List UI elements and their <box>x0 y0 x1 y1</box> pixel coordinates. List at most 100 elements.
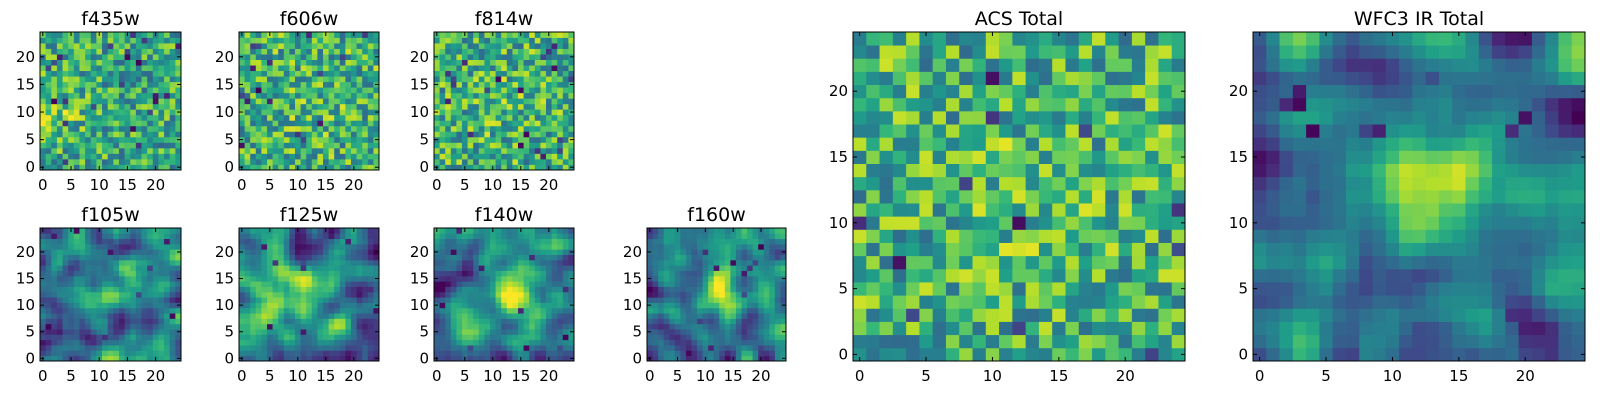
heatmap-cell <box>102 329 109 335</box>
heatmap-cell <box>295 291 301 298</box>
heatmap-cell <box>523 286 530 293</box>
heatmap-cell <box>62 281 69 287</box>
heatmap-cell <box>158 254 165 261</box>
heatmap-cell <box>1131 176 1146 191</box>
heatmap-cell <box>534 131 541 138</box>
heatmap-cell <box>445 142 452 149</box>
heatmap-cell <box>278 114 285 121</box>
heatmap-cell <box>697 286 703 293</box>
heatmap-cell <box>523 54 530 60</box>
heatmap-cell <box>339 243 346 250</box>
heatmap-cell <box>546 350 552 357</box>
heatmap-cell <box>945 176 960 191</box>
heatmap-cell <box>40 265 47 271</box>
heatmap-cell <box>1131 242 1146 257</box>
heatmap-cell <box>674 243 681 250</box>
heatmap-cell <box>289 350 296 357</box>
heatmap-cell <box>534 103 541 110</box>
heatmap-cell <box>439 131 446 138</box>
heatmap-cell <box>853 216 867 230</box>
heatmap-cell <box>45 355 52 362</box>
heatmap-cell <box>158 259 165 266</box>
heatmap-cell <box>473 307 480 314</box>
heatmap-cell <box>289 243 296 250</box>
heatmap-cell <box>450 92 457 99</box>
heatmap-cell <box>306 114 313 121</box>
y-tick-label: 10 <box>16 103 35 121</box>
heatmap-cell <box>261 307 268 314</box>
heatmap-cells <box>40 228 182 362</box>
heatmap-cell <box>1052 203 1066 217</box>
heatmap-cell <box>551 164 558 171</box>
heatmap-cell <box>518 120 524 127</box>
heatmap-cell <box>473 313 480 319</box>
heatmap-cell <box>518 136 524 143</box>
heatmap-cell <box>328 238 335 245</box>
heatmap-cell <box>295 48 301 55</box>
heatmap-cell <box>141 120 148 127</box>
heatmap-cell <box>164 43 171 49</box>
heatmap-cell <box>130 109 137 116</box>
heatmap-cell <box>278 307 285 314</box>
heatmap-cell <box>540 147 547 154</box>
heatmap-cell <box>467 153 474 160</box>
heatmap-cell <box>300 334 307 341</box>
heatmap-cell <box>267 334 273 341</box>
heatmap-cell <box>1092 203 1106 217</box>
heatmap-cell <box>158 142 165 149</box>
heatmap-cell <box>892 176 907 191</box>
heatmap-cell <box>557 120 564 127</box>
heatmap-cell <box>141 281 148 287</box>
heatmap-cell <box>73 254 80 261</box>
heatmap-cell <box>107 339 114 346</box>
heatmap-cell <box>118 281 125 287</box>
heatmap-cell <box>518 350 524 357</box>
heatmap-cell <box>669 265 676 271</box>
heatmap-cell <box>300 297 307 303</box>
heatmap-cell <box>478 109 485 116</box>
heatmap-cell <box>769 243 776 250</box>
heatmap-cell <box>244 291 251 298</box>
heatmap-cell <box>79 92 86 99</box>
heatmap-cell <box>439 345 446 351</box>
heatmap-cell <box>478 350 485 357</box>
heatmap-cell <box>339 302 346 309</box>
heatmap-cell <box>306 109 313 116</box>
heatmap-cell <box>141 313 148 319</box>
heatmap-cell <box>562 136 569 143</box>
heatmap-cell <box>669 302 676 309</box>
heatmap-cell <box>306 147 313 154</box>
heatmap-cell <box>562 318 569 325</box>
heatmap-cell <box>118 313 125 319</box>
heatmap-cell <box>118 109 125 116</box>
heatmap-cell <box>40 59 47 66</box>
heatmap-cell <box>518 249 524 255</box>
heatmap-cell <box>56 98 63 105</box>
heatmap-cell <box>147 125 154 132</box>
heatmap-cell <box>1158 189 1173 204</box>
heatmap-cell <box>959 163 973 178</box>
heatmap-cell <box>1025 203 1040 217</box>
heatmap-cell <box>152 307 159 314</box>
heatmap-cell <box>551 265 558 271</box>
heatmap-cell <box>467 142 474 149</box>
heatmap-cell <box>51 243 58 250</box>
heatmap-cell <box>892 268 907 283</box>
heatmap-cell <box>244 76 251 83</box>
panel-title: ACS Total <box>975 8 1063 30</box>
heatmap-cell <box>529 37 536 44</box>
heatmap-cell <box>40 37 47 44</box>
heatmap-cell <box>272 350 279 357</box>
heatmap-cell <box>289 307 296 314</box>
heatmap-cell <box>118 355 125 362</box>
heatmap-cell <box>158 125 165 132</box>
heatmap-cell <box>546 270 552 277</box>
heatmap-cell <box>1092 282 1106 296</box>
heatmap-cell <box>735 254 742 261</box>
heatmap-cell <box>362 286 369 293</box>
heatmap-cell <box>362 136 369 143</box>
heatmap-cell <box>68 238 75 245</box>
heatmap-cell <box>1065 189 1080 204</box>
heatmap-cell <box>758 259 765 266</box>
